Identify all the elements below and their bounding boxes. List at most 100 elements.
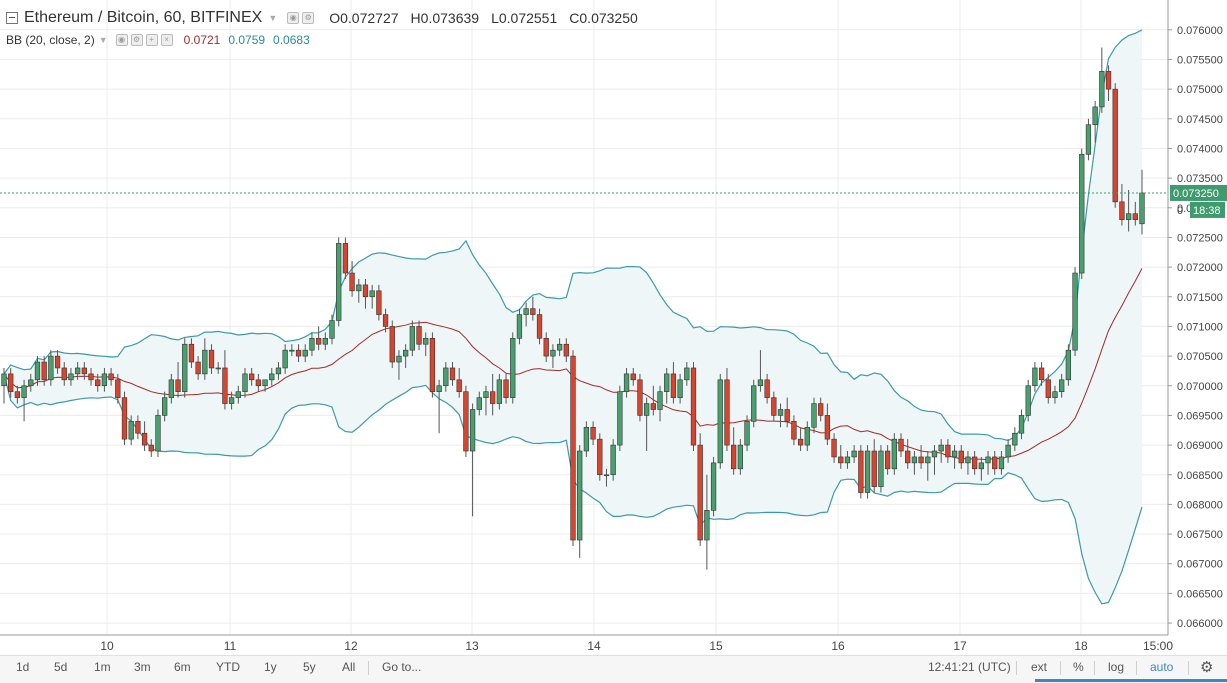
candle-body xyxy=(74,367,81,375)
plus-icon[interactable]: + xyxy=(145,34,158,46)
auto-toggle[interactable]: auto xyxy=(1150,660,1174,674)
candle-body xyxy=(1085,124,1092,155)
candle-body xyxy=(724,379,730,446)
gear-icon[interactable]: ⚙ xyxy=(1200,659,1214,676)
chevron-down-icon[interactable]: ▼ xyxy=(268,13,278,23)
y-tick-label: 0.069500 xyxy=(1177,410,1223,422)
candle-body xyxy=(938,444,944,452)
percent-toggle[interactable]: % xyxy=(1073,660,1084,674)
candle-body xyxy=(1125,213,1132,220)
gear-icon[interactable]: ⚙ xyxy=(302,12,315,24)
y-tick-label: 0.072500 xyxy=(1177,232,1223,244)
candle-body xyxy=(188,343,195,363)
close-icon[interactable]: × xyxy=(160,34,173,46)
candlestick-chart[interactable]: 0.076000 0.075500 0.075000 0.074500 0.074000… xyxy=(0,0,1227,655)
indicator-name[interactable]: BB (20, close, 2) xyxy=(6,33,95,47)
chart-legend: Ethereum / Bitcoin, 60, BITFINEX ▼ ◉ ⚙ O… xyxy=(0,0,1168,56)
bb-fill xyxy=(4,29,1142,604)
timer-prefix: 0 xyxy=(1177,205,1183,217)
symbol-title[interactable]: Ethereum / Bitcoin, 60, BITFINEX xyxy=(24,9,263,26)
candle-body xyxy=(1038,367,1045,381)
ext-toggle[interactable]: ext xyxy=(1031,660,1048,674)
candle-body xyxy=(61,367,67,381)
range-1d[interactable]: 1d xyxy=(16,660,30,674)
candle-body xyxy=(536,314,543,339)
toolbar-divider xyxy=(1188,661,1189,675)
collapse-icon[interactable] xyxy=(6,12,18,24)
candle-body xyxy=(951,450,958,458)
gear-icon[interactable]: ⚙ xyxy=(130,34,143,46)
candle-body xyxy=(155,415,161,452)
candle-body xyxy=(1072,272,1078,351)
candle-body xyxy=(804,426,810,446)
candle-body xyxy=(449,367,456,381)
range-1y[interactable]: 1y xyxy=(264,660,277,674)
eye-icon[interactable]: ◉ xyxy=(115,34,128,46)
x-tick-label: 10 xyxy=(100,639,114,653)
y-tick-label: 0.074500 xyxy=(1177,114,1223,126)
candle-body xyxy=(389,326,395,363)
bb-upper-line xyxy=(3,29,1143,442)
candle-body xyxy=(255,379,262,387)
candle-body xyxy=(34,361,41,381)
toolbar-divider xyxy=(368,661,369,675)
candle-body xyxy=(978,462,984,470)
last-price-badge xyxy=(1170,184,1227,201)
candle-body xyxy=(731,444,737,470)
x-tick-label: 12 xyxy=(344,639,358,653)
y-tick-label: 0.066500 xyxy=(1177,588,1223,600)
candle-body xyxy=(597,438,603,476)
range-ytd[interactable]: YTD xyxy=(216,660,240,674)
candle-body xyxy=(1065,349,1072,381)
candle-body xyxy=(215,367,221,370)
candle-body xyxy=(530,308,536,315)
range-5d[interactable]: 5d xyxy=(54,660,68,674)
y-tick-label: 0.068500 xyxy=(1177,470,1223,482)
y-tick-label: 0.071000 xyxy=(1177,321,1223,333)
range-6m[interactable]: 6m xyxy=(174,660,191,674)
candle-body xyxy=(784,409,790,422)
range-5y[interactable]: 5y xyxy=(303,660,316,674)
goto-button[interactable]: Go to... xyxy=(382,660,422,674)
candle-body xyxy=(992,456,998,470)
x-tick-label: 16 xyxy=(831,639,845,653)
range-all[interactable]: All xyxy=(342,660,356,674)
y-tick-label: 0.076000 xyxy=(1177,25,1223,37)
candle-body xyxy=(650,403,656,410)
range-1m[interactable]: 1m xyxy=(94,660,111,674)
candle-body xyxy=(583,426,590,452)
candle-body xyxy=(931,450,938,458)
candle-body xyxy=(717,379,723,464)
candle-body xyxy=(463,391,469,452)
candle-body xyxy=(275,367,282,375)
eye-icon[interactable]: ◉ xyxy=(287,12,300,24)
log-toggle[interactable]: log xyxy=(1108,660,1125,674)
candle-body xyxy=(684,367,690,381)
y-tick-label: 0.068000 xyxy=(1177,499,1223,511)
ohlc-open-value: 0.072727 xyxy=(340,10,399,26)
candle-body xyxy=(396,355,402,363)
range-3m[interactable]: 3m xyxy=(134,660,151,674)
toolbar-divider xyxy=(1060,661,1061,675)
candle-body xyxy=(1025,385,1031,416)
candle-body xyxy=(637,379,643,416)
x-tick-label: 14 xyxy=(587,639,601,653)
x-tick-label: 18 xyxy=(1074,639,1088,653)
candle-body xyxy=(382,314,389,327)
candle-body xyxy=(1119,201,1125,220)
candle-body xyxy=(891,438,897,470)
y-tick-label: 0.067000 xyxy=(1177,559,1223,571)
candle-body xyxy=(556,343,563,351)
candle-body xyxy=(403,349,409,357)
ohlc-close-value: 0.073250 xyxy=(579,10,638,26)
candle-body xyxy=(121,397,128,440)
candle-body xyxy=(322,337,328,345)
candle-body xyxy=(168,379,174,398)
chevron-down-icon[interactable]: ▼ xyxy=(98,35,108,45)
y-tick-label: 0.071500 xyxy=(1177,292,1223,304)
candle-body xyxy=(262,379,268,387)
candle-body xyxy=(751,385,757,422)
candle-body xyxy=(208,349,215,369)
candle-body xyxy=(777,409,784,416)
y-tick-label: 0.074000 xyxy=(1177,143,1223,155)
